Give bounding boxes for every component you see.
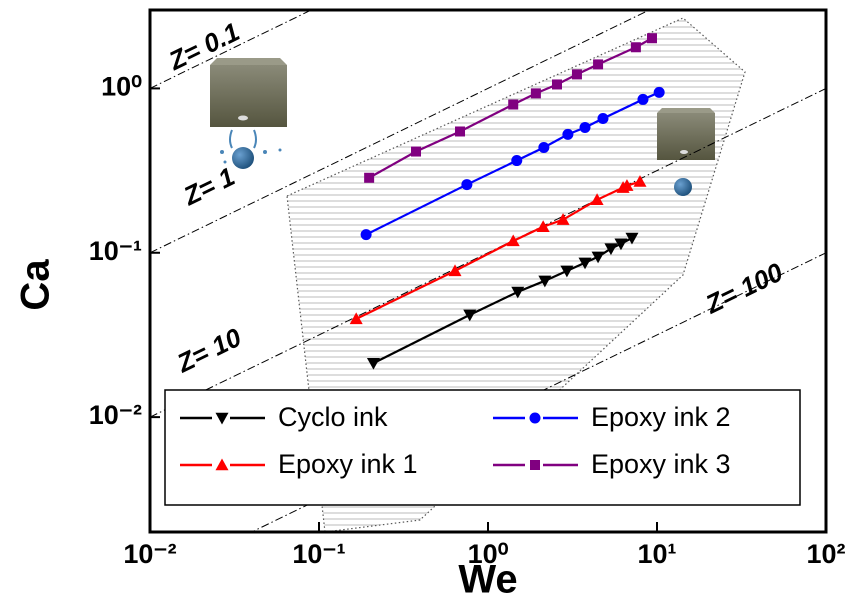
marker — [562, 128, 574, 140]
y-tick-label: 10⁻² — [89, 400, 142, 430]
legend-label: Epoxy ink 2 — [591, 402, 731, 432]
marker — [646, 33, 657, 44]
y-tick-label: 10⁻¹ — [89, 236, 142, 266]
axes: 10⁻² 10⁻¹ 10⁰ 10¹ 10² 10⁻² 10⁻¹ 10⁰ — [89, 72, 846, 570]
marker — [633, 175, 647, 187]
x-tick-label: 10⁻² — [123, 539, 176, 569]
marker — [620, 179, 634, 191]
marker — [508, 99, 519, 110]
marker — [630, 42, 641, 53]
legend-label: Cyclo ink — [278, 402, 388, 432]
marker — [366, 357, 380, 370]
marker — [511, 155, 523, 167]
marker — [511, 286, 525, 299]
marker — [560, 265, 574, 278]
series — [349, 33, 665, 370]
marker — [530, 88, 541, 99]
marker — [578, 257, 592, 270]
nozzle-icon-right — [657, 108, 715, 196]
x-tick-label: 10⁰ — [468, 539, 509, 569]
marker — [637, 93, 649, 105]
marker — [590, 193, 604, 206]
marker — [593, 59, 604, 70]
legend-label: Epoxy ink 1 — [278, 449, 418, 479]
y-axis-label: Ca — [14, 259, 58, 311]
series-line — [372, 237, 633, 365]
marker — [538, 275, 552, 288]
nozzle-icon-left — [210, 58, 287, 169]
x-axis-label: We — [458, 558, 517, 601]
marker — [448, 264, 462, 277]
marker — [604, 243, 618, 256]
marker — [215, 412, 229, 425]
marker — [349, 312, 363, 325]
marker — [215, 458, 229, 471]
marker — [530, 460, 540, 470]
z-line — [150, 10, 313, 89]
marker — [455, 126, 466, 137]
marker — [571, 69, 582, 80]
marker — [556, 213, 570, 225]
x-tick-label: 10⁻¹ — [292, 539, 345, 569]
z-line — [150, 10, 651, 254]
marker — [614, 238, 628, 251]
marker — [529, 412, 541, 424]
marker — [536, 220, 550, 232]
legend: Cyclo ink Epoxy ink 1 Epoxy ink 2 Epoxy ink… — [180, 402, 731, 479]
marker — [463, 309, 477, 322]
marker — [653, 86, 665, 98]
marker — [506, 234, 520, 247]
legend-label: Epoxy ink 3 — [591, 449, 731, 479]
x-tick-label: 10² — [806, 539, 845, 569]
series-line — [368, 37, 653, 179]
marker — [461, 179, 473, 191]
marker — [551, 79, 562, 90]
marker — [597, 113, 609, 125]
y-tick-label: 10⁰ — [101, 72, 142, 102]
marker — [591, 251, 605, 264]
marker — [364, 172, 375, 183]
marker — [625, 232, 639, 245]
marker — [579, 122, 591, 134]
legend-box — [164, 389, 801, 506]
x-tick-label: 10¹ — [637, 539, 676, 569]
marker — [538, 142, 550, 154]
marker — [360, 229, 372, 241]
marker — [411, 146, 422, 157]
